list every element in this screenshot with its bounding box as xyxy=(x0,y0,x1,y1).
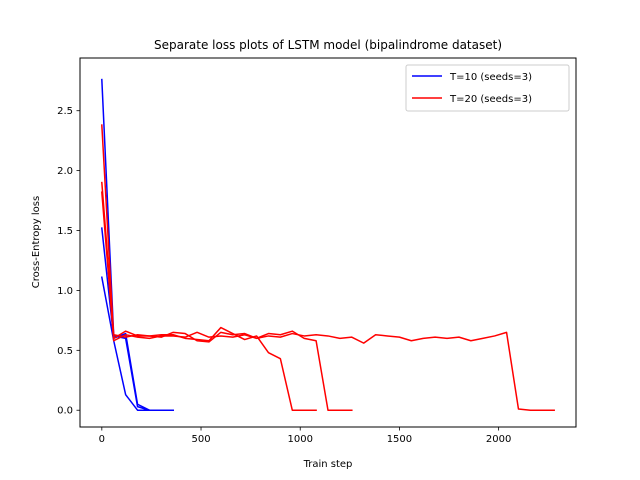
y-tick-label: 0.5 xyxy=(57,346,73,357)
legend-box xyxy=(405,64,570,112)
plot-frame xyxy=(79,57,577,428)
legend: T=10 (seeds=3) T=20 (seeds=3) xyxy=(405,64,570,112)
y-tick-label: 2.0 xyxy=(57,166,73,177)
x-tick-label: 2000 xyxy=(486,434,511,445)
x-tick-label: 1000 xyxy=(287,434,312,445)
x-tick-label: 1500 xyxy=(387,434,412,445)
x-tick-label: 500 xyxy=(191,434,210,445)
y-tick-label: 1.5 xyxy=(57,226,73,237)
y-axis-label: Cross-Entropy loss xyxy=(31,196,42,288)
x-tick-label: 0 xyxy=(99,434,105,445)
x-axis-label: Train step xyxy=(303,459,353,470)
series-layer xyxy=(100,78,555,411)
series-line-t20-5 xyxy=(101,181,353,411)
y-axis: 0.0 0.5 1.0 1.5 2.0 2.5 xyxy=(57,106,80,417)
y-tick-label: 0.0 xyxy=(57,406,73,417)
legend-label-t20: T=20 (seeds=3) xyxy=(449,94,532,105)
chart-title: Separate loss plots of LSTM model (bipal… xyxy=(154,38,502,52)
y-tick-label: 1.0 xyxy=(57,286,73,297)
series-line-t20-4 xyxy=(101,124,317,411)
series-line-t10-3 xyxy=(100,276,151,411)
series-line-t20-6 xyxy=(101,191,555,411)
legend-label-t10: T=10 (seeds=3) xyxy=(449,72,532,83)
y-tick-label: 2.5 xyxy=(57,106,73,117)
x-axis: 0 500 1000 1500 2000 xyxy=(99,427,511,445)
